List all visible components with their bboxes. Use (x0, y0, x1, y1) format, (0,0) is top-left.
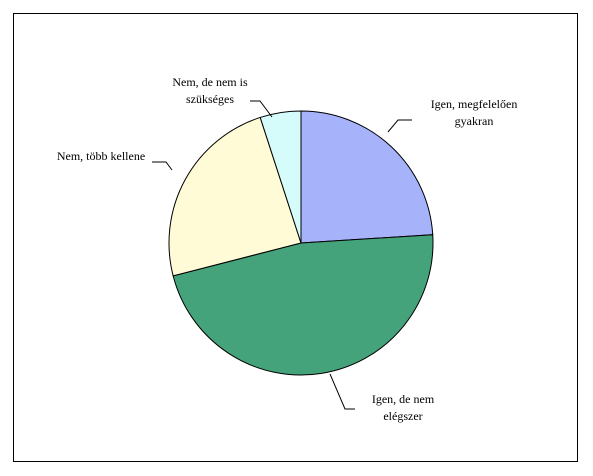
leader-line-nem-de-nem-is-szukseges (250, 100, 273, 118)
pie-slice-igen-megfeleloen-gyakran (300, 110, 434, 244)
slice-label-nem-tobb-kellene: Nem, több kellene (57, 149, 145, 163)
leader-line-nem-tobb-kellene (152, 161, 173, 171)
leader-line-igen-megfeleloen-gyakran (387, 119, 412, 133)
slice-label-nem-de-nem-is-szukseges: Nem, de nem is szükséges (172, 75, 248, 106)
slice-label-igen-de-nem-elegszer: Igen, de nem elégszer (372, 392, 435, 423)
pie-slice-nem-de-nem-is-szukseges (259, 110, 302, 244)
pie-slice-igen-de-nem-elegszer (172, 234, 434, 376)
leader-line-igen-de-nem-elegszer (329, 373, 355, 410)
slice-label-igen-megfeleloen-gyakran: Igen, megfelelően gyakran (431, 97, 518, 128)
pie-slice-nem-tobb-kellene (168, 116, 302, 277)
